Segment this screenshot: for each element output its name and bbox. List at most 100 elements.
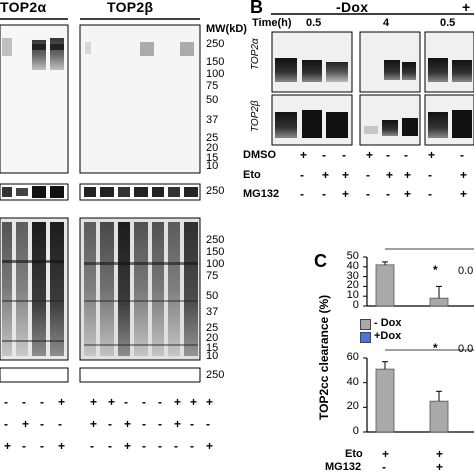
- y-tick-label: 30: [346, 269, 359, 282]
- bar: [375, 264, 395, 307]
- top2a-header: TOP2α: [0, 0, 47, 15]
- sign: +: [90, 395, 98, 409]
- strip-a-lower-right: [79, 367, 201, 383]
- mw-marker-top: 15: [206, 152, 219, 164]
- sign: +: [124, 417, 132, 431]
- mw-marker-top: 37: [206, 114, 219, 126]
- mw-marker-bottom: 10: [206, 350, 219, 362]
- y-tick-label: 50: [346, 250, 359, 262]
- sign: -: [22, 395, 26, 409]
- row-label: Eto: [243, 169, 261, 181]
- mw-marker-lower: 250: [206, 369, 225, 381]
- sign: -: [174, 439, 178, 453]
- sign: -: [40, 439, 44, 453]
- panel-c-letter: C: [314, 251, 327, 271]
- blot-label-top2b: TOP2β: [250, 100, 261, 132]
- sign: -: [460, 148, 464, 162]
- y-tick-label: 10: [346, 289, 359, 302]
- significance-top: *: [433, 263, 438, 277]
- mw-marker-top: 100: [206, 68, 225, 80]
- sign: -: [108, 417, 112, 431]
- sign: +: [366, 148, 374, 162]
- sign: +: [206, 395, 214, 409]
- sign: -: [366, 187, 370, 201]
- sign: +: [436, 447, 444, 461]
- mw-marker-top: 25: [206, 132, 219, 144]
- sign: -: [22, 439, 26, 453]
- sign: -: [366, 168, 370, 182]
- sign: +: [342, 168, 350, 182]
- chart-top: [363, 248, 474, 307]
- sign: -: [300, 187, 304, 201]
- sign: -: [322, 187, 326, 201]
- sign: +: [460, 187, 468, 201]
- sign: -: [142, 395, 146, 409]
- mw-marker-bottom: 100: [206, 258, 225, 270]
- row-label-mg132: MG132: [325, 461, 362, 473]
- mw-marker-bottom: 25: [206, 322, 219, 334]
- sign: -: [4, 395, 8, 409]
- sign: +: [382, 447, 390, 461]
- sign: -: [322, 148, 326, 162]
- sign: -: [40, 417, 44, 431]
- sign: +: [322, 168, 330, 182]
- blot-a-top-right-bands: [85, 42, 194, 56]
- sign: +: [300, 148, 308, 162]
- sign: +: [4, 439, 12, 453]
- y-tick-label: 40: [346, 375, 359, 388]
- dox-label-right: +: [462, 0, 471, 15]
- y-tick-label: 20: [346, 400, 359, 413]
- sign: -: [300, 168, 304, 182]
- blot-a-bottom-right-lanes: [84, 222, 198, 356]
- sign: -: [190, 439, 194, 453]
- sign: +: [174, 417, 182, 431]
- time-label: Time(h): [252, 17, 292, 29]
- sign: -: [428, 168, 432, 182]
- y-tick-label: 0: [352, 425, 359, 437]
- mw-marker-bottom: 37: [206, 306, 219, 318]
- blot-label-top2a: TOP2α: [250, 38, 261, 70]
- blot-a-bottom-left-lanes: [2, 222, 64, 356]
- y-tick-label: 0: [352, 299, 359, 311]
- row-label-eto: Eto: [345, 448, 363, 460]
- sign: -: [142, 439, 146, 453]
- row-label: DMSO: [243, 149, 276, 161]
- significance-bottom: *: [433, 341, 438, 355]
- sign: -: [404, 148, 408, 162]
- sign: +: [404, 168, 412, 182]
- sign: -: [428, 187, 432, 201]
- strip-bands: [2, 186, 198, 198]
- bar: [429, 297, 449, 307]
- sign: +: [206, 439, 214, 453]
- sign: -: [158, 395, 162, 409]
- pvalue-bottom: 0.0: [458, 343, 474, 355]
- sign: -: [158, 417, 162, 431]
- y-axis-label: TOP2cc clearance (%): [317, 294, 331, 420]
- sign: +: [90, 417, 98, 431]
- sign: -: [206, 417, 210, 431]
- mw-marker-bottom: 15: [206, 342, 219, 354]
- sign: -: [40, 395, 44, 409]
- sign: +: [108, 395, 116, 409]
- chart-bottom: [363, 349, 474, 433]
- mw-marker-top: 50: [206, 94, 219, 106]
- legend-swatch: [360, 319, 371, 330]
- sign: +: [428, 148, 436, 162]
- mw-marker-bottom: 75: [206, 270, 219, 282]
- sign: +: [460, 168, 468, 182]
- row-label: MG132: [243, 188, 280, 200]
- dox-label: -Dox: [336, 0, 369, 15]
- time-value-1: 0.5: [306, 17, 322, 29]
- y-tick-label: 40: [346, 259, 359, 272]
- time-value-2: 4: [383, 17, 390, 29]
- mw-marker-bottom: 250: [206, 234, 225, 246]
- blot-b-bottom: [271, 94, 474, 146]
- sign: -: [190, 417, 194, 431]
- blot-a-top-left-bands: [2, 38, 64, 70]
- legend-swatch: [360, 332, 371, 343]
- sign: -: [4, 417, 8, 431]
- top2b-header: TOP2β: [107, 0, 154, 15]
- panel-b-letter: B: [250, 0, 263, 17]
- sign: -: [90, 439, 94, 453]
